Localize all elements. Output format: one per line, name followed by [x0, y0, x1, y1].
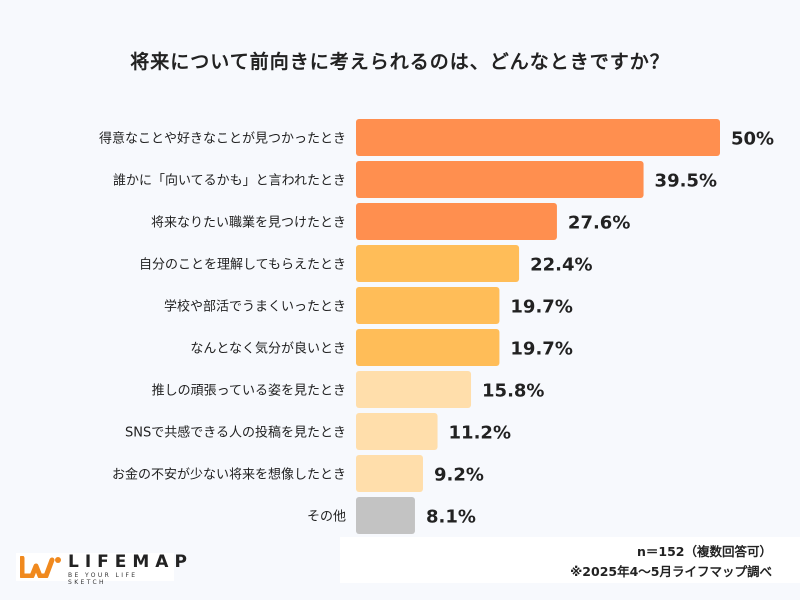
bar-chart: 得意なことや好きなことが見つかったとき 50% 誰かに「向いてるかも」と言われたとき…: [99, 119, 774, 534]
value-label: 15.8%: [482, 381, 544, 402]
category-label: 学校や部活でうまくいったとき: [164, 299, 346, 315]
category-label: 推しの頑張っている姿を見たとき: [152, 383, 346, 399]
category-label: 得意なことや好きなことが見つかったとき: [99, 131, 346, 147]
category-label: 誰かに「向いてるかも」と言われたとき: [113, 173, 346, 189]
bar: [356, 329, 500, 366]
bar: [356, 287, 500, 324]
value-label: 22.4%: [530, 255, 592, 276]
value-label: 39.5%: [655, 171, 717, 192]
category-label: 自分のことを理解してもらえたとき: [139, 258, 346, 273]
lifemap-logo-mark-icon: [20, 556, 61, 578]
bar: [356, 497, 415, 534]
bar: [356, 203, 557, 240]
bar: [356, 413, 438, 450]
lifemap-logo: LIFEMAP BE YOUR LIFE SKETCH: [16, 552, 187, 586]
category-label: お金の不安が少ない将来を想像したとき: [112, 467, 346, 483]
value-label: 27.6%: [568, 213, 630, 234]
value-label: 11.2%: [449, 423, 511, 444]
category-label: その他: [307, 510, 346, 525]
bar: [356, 455, 423, 492]
sample-size-note: n＝152（複数回答可）: [637, 544, 772, 559]
bar: [356, 245, 520, 282]
bar: [356, 119, 720, 156]
bar: [356, 161, 644, 198]
value-label: 19.7%: [510, 339, 572, 360]
logo-tagline: BE YOUR LIFE SKETCH: [68, 572, 138, 586]
category-label: 将来なりたい職業を見つけたとき: [151, 215, 346, 231]
source-note: ※2025年4～5月ライフマップ調べ: [570, 564, 772, 579]
footer-notes: n＝152（複数回答可） ※2025年4～5月ライフマップ調べ: [340, 537, 800, 583]
category-label: なんとなく気分が良いとき: [190, 341, 346, 357]
value-label: 50%: [731, 129, 774, 150]
logo-name: LIFEMAP: [68, 552, 193, 572]
value-label: 9.2%: [434, 465, 484, 486]
category-label: SNSで共感できる人の投稿を見たとき: [125, 425, 346, 441]
value-label: 8.1%: [426, 507, 476, 528]
chart-title: 将来について前向きに考えられるのは、どんなときですか？: [130, 51, 670, 73]
value-label: 19.7%: [510, 297, 572, 318]
bar: [356, 371, 472, 408]
